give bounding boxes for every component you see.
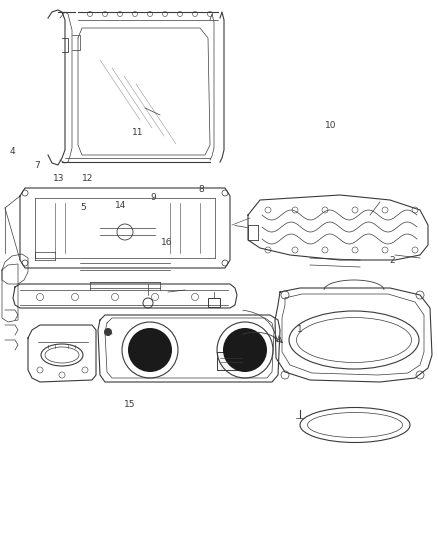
Text: 4: 4 — [10, 148, 15, 156]
Text: 15: 15 — [124, 400, 135, 408]
Circle shape — [128, 328, 172, 372]
Text: 14: 14 — [115, 201, 126, 209]
Circle shape — [223, 328, 267, 372]
Text: 13: 13 — [53, 174, 65, 183]
Bar — [208, 298, 220, 307]
Text: 5: 5 — [80, 204, 86, 212]
Text: 10: 10 — [325, 121, 336, 130]
Text: 16: 16 — [161, 238, 172, 247]
Text: 8: 8 — [198, 185, 205, 193]
Text: 2: 2 — [389, 256, 395, 264]
Bar — [217, 352, 245, 370]
Circle shape — [104, 328, 112, 336]
Text: 11: 11 — [132, 128, 144, 136]
Text: 9: 9 — [150, 193, 156, 201]
Bar — [240, 348, 262, 362]
Text: 1: 1 — [297, 325, 303, 334]
Text: 7: 7 — [34, 161, 40, 169]
Text: 12: 12 — [82, 174, 93, 183]
